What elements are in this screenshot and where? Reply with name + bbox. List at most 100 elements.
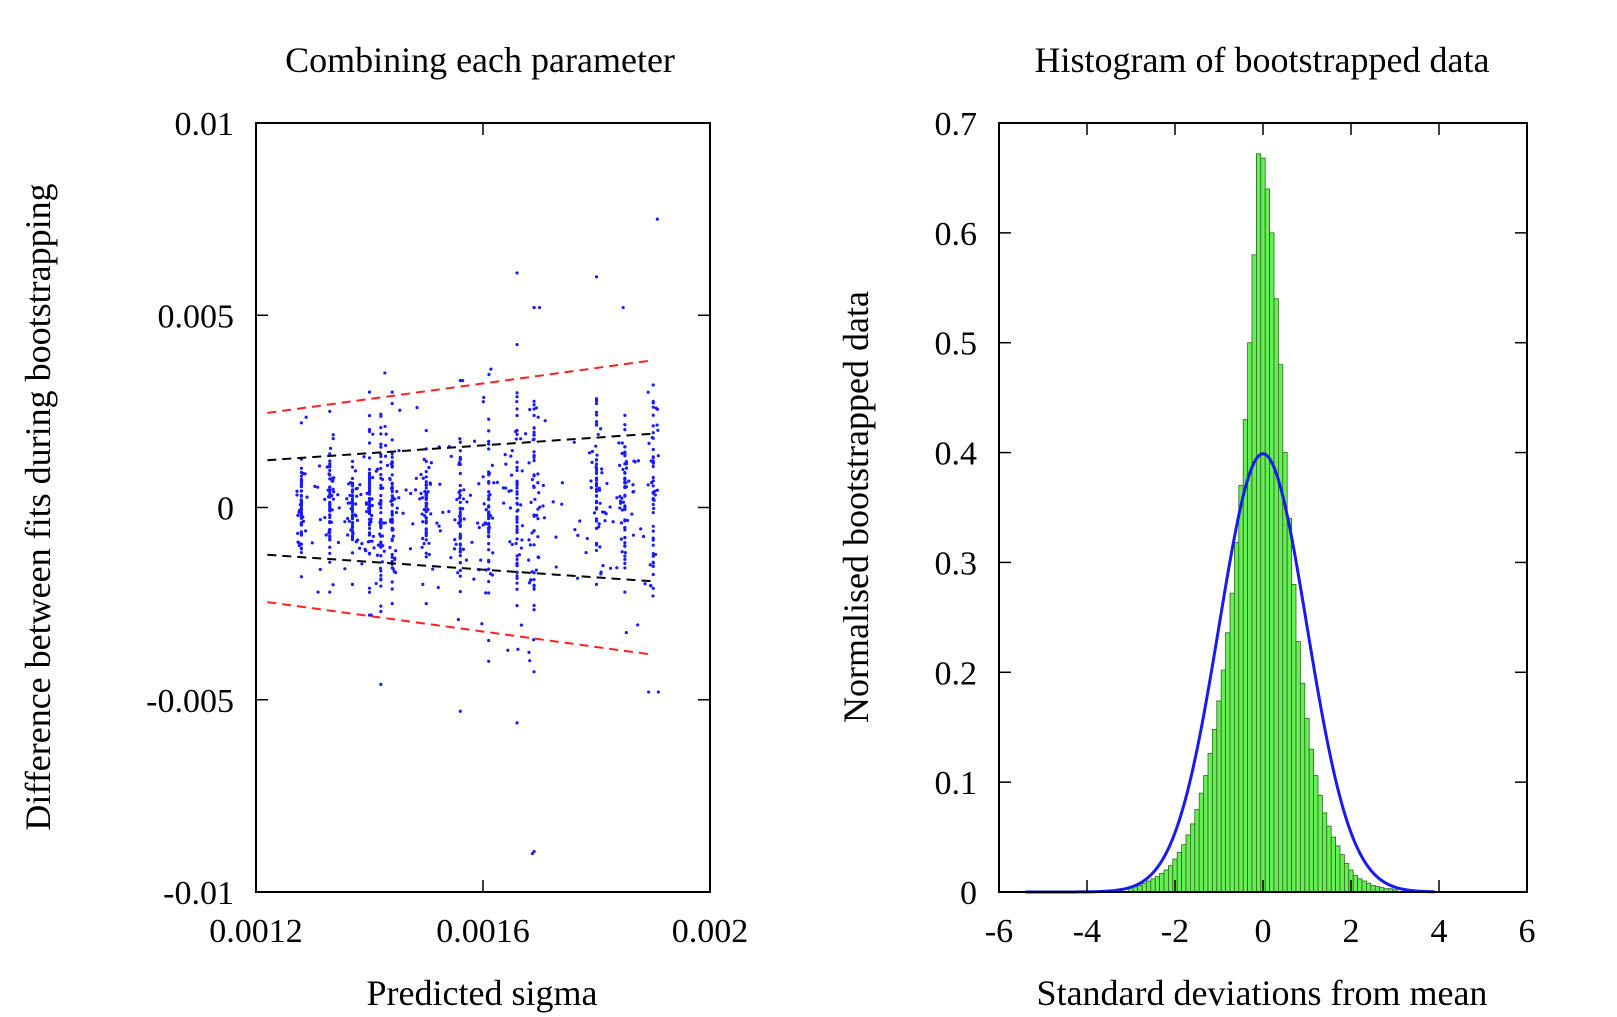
- scatter-point: [404, 488, 408, 492]
- scatter-point: [421, 520, 425, 524]
- scatter-point: [424, 475, 428, 479]
- scatter-point: [600, 467, 604, 471]
- scatter-point: [653, 489, 657, 493]
- scatter-point: [419, 472, 423, 477]
- scatter-point: [515, 465, 519, 469]
- histogram-bar: [1339, 854, 1345, 893]
- scatter-point: [648, 563, 652, 567]
- scatter-point: [519, 503, 523, 507]
- scatter-point: [536, 517, 540, 521]
- scatter-point: [502, 501, 506, 505]
- scatter-point: [508, 540, 512, 544]
- scatter-point: [480, 622, 484, 626]
- scatter-point: [618, 506, 622, 510]
- scatter-point: [367, 586, 372, 590]
- scatter-point: [620, 496, 624, 500]
- scatter-point: [383, 371, 387, 375]
- scatter-point: [370, 513, 374, 518]
- scatter-point: [532, 583, 536, 587]
- scatter-point: [353, 513, 357, 517]
- scatter-point: [367, 485, 372, 490]
- scatter-point: [594, 582, 599, 587]
- scatter-point: [316, 590, 320, 594]
- scatter-point: [299, 522, 303, 526]
- scatter-point: [652, 506, 656, 511]
- scatter-point: [346, 533, 350, 537]
- scatter-point: [515, 486, 519, 490]
- right-y-tick-label: 0.1: [935, 765, 978, 802]
- scatter-point: [597, 522, 601, 526]
- scatter-point: [347, 519, 351, 523]
- scatter-point: [532, 587, 536, 591]
- scatter-point: [379, 483, 383, 487]
- right-y-tick-label: 0.7: [935, 106, 978, 143]
- scatter-point: [379, 442, 383, 446]
- scatter-point: [519, 546, 524, 550]
- scatter-point: [457, 490, 461, 495]
- scatter-point: [554, 535, 558, 539]
- scatter-point: [651, 543, 655, 547]
- scatter-point: [331, 583, 335, 587]
- scatter-point: [422, 541, 426, 546]
- scatter-point: [304, 529, 308, 533]
- scatter-point: [491, 551, 495, 555]
- band-line-outer-lower: [267, 601, 654, 656]
- scatter-point: [589, 485, 593, 490]
- scatter-point: [490, 516, 495, 520]
- scatter-point: [623, 551, 627, 555]
- scatter-point: [324, 533, 328, 537]
- scatter-point: [360, 542, 364, 546]
- scatter-point: [357, 546, 362, 550]
- scatter-point: [487, 497, 491, 502]
- scatter-point: [371, 534, 376, 539]
- scatter-point: [468, 493, 473, 497]
- scatter-point: [487, 558, 491, 562]
- scatter-point: [620, 441, 624, 445]
- scatter-point: [326, 488, 330, 492]
- left-band-lines: [267, 359, 654, 656]
- scatter-point: [487, 659, 491, 663]
- scatter-point: [458, 455, 462, 459]
- scatter-point: [380, 534, 385, 538]
- scatter-point: [650, 436, 654, 440]
- scatter-point: [487, 521, 491, 525]
- histogram-bar: [1322, 812, 1328, 893]
- scatter-point: [424, 516, 428, 520]
- scatter-point: [597, 525, 601, 529]
- scatter-point: [515, 395, 519, 399]
- scatter-point: [528, 407, 532, 412]
- scatter-point: [424, 483, 428, 487]
- scatter-point: [379, 682, 383, 686]
- scatter-point: [487, 511, 491, 515]
- scatter-point: [541, 483, 545, 488]
- scatter-point: [422, 457, 426, 462]
- scatter-point: [532, 459, 536, 463]
- scatter-point: [379, 445, 383, 449]
- histogram-bar: [1168, 865, 1174, 893]
- scatter-point: [510, 542, 514, 547]
- scatter-point: [328, 590, 332, 594]
- scatter-point: [527, 558, 531, 562]
- scatter-point: [379, 584, 383, 588]
- scatter-point: [379, 511, 383, 515]
- scatter-point: [424, 602, 428, 606]
- left-chart-title: Combining each parameter: [285, 40, 675, 80]
- scatter-point: [487, 535, 491, 539]
- scatter-point: [484, 507, 488, 512]
- scatter-point: [350, 459, 355, 463]
- scatter-point: [481, 400, 485, 404]
- scatter-point: [534, 406, 539, 410]
- scatter-point: [594, 481, 599, 485]
- scatter-point: [390, 460, 394, 464]
- scatter-point: [390, 498, 394, 503]
- scatter-point: [594, 413, 599, 417]
- scatter-point: [343, 520, 347, 524]
- scatter-point: [595, 453, 599, 457]
- histogram-bar: [1269, 232, 1275, 893]
- scatter-point: [305, 495, 309, 499]
- scatter-point: [390, 513, 394, 517]
- scatter-point: [623, 590, 627, 594]
- scatter-point: [631, 483, 635, 487]
- scatter-point: [515, 432, 519, 436]
- scatter-point: [367, 414, 372, 418]
